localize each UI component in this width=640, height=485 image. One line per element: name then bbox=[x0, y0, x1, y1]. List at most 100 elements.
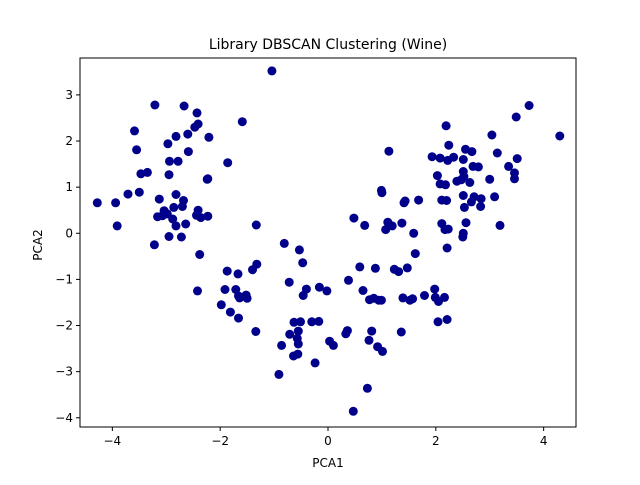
data-point bbox=[555, 131, 565, 141]
data-point bbox=[193, 119, 203, 129]
data-point bbox=[476, 194, 486, 204]
y-tick-label: 2 bbox=[65, 134, 73, 148]
data-point bbox=[459, 202, 469, 212]
data-point bbox=[358, 286, 368, 295]
data-point bbox=[458, 155, 468, 164]
data-point bbox=[233, 269, 243, 279]
data-point bbox=[492, 148, 502, 158]
data-point bbox=[183, 147, 193, 157]
data-point bbox=[441, 121, 451, 131]
data-point bbox=[467, 147, 477, 157]
data-point bbox=[195, 250, 205, 259]
data-point bbox=[396, 327, 406, 337]
x-tick-label: 0 bbox=[324, 434, 332, 448]
data-point bbox=[441, 180, 450, 190]
data-point bbox=[123, 189, 133, 199]
data-point bbox=[284, 277, 294, 287]
data-point bbox=[402, 263, 412, 273]
data-point bbox=[134, 187, 144, 197]
data-point bbox=[364, 335, 374, 345]
x-axis-ticks: −4 −2 0 2 4 bbox=[103, 427, 547, 448]
data-point bbox=[469, 192, 479, 202]
data-point bbox=[322, 286, 332, 296]
data-point bbox=[298, 291, 308, 300]
data-point bbox=[524, 101, 534, 110]
data-point bbox=[267, 66, 277, 76]
data-point bbox=[398, 293, 408, 303]
data-point bbox=[495, 220, 505, 230]
data-point bbox=[348, 406, 358, 416]
data-point bbox=[223, 158, 233, 168]
x-tick-label: 4 bbox=[540, 434, 548, 448]
data-point bbox=[397, 218, 407, 228]
data-point bbox=[153, 212, 163, 222]
data-point bbox=[510, 174, 519, 184]
data-point bbox=[442, 243, 452, 253]
x-tick-label: −4 bbox=[103, 434, 121, 448]
data-point bbox=[181, 219, 191, 229]
data-point bbox=[444, 140, 454, 150]
data-point bbox=[435, 153, 445, 163]
data-point bbox=[394, 267, 404, 277]
data-point bbox=[164, 170, 174, 180]
data-point bbox=[289, 317, 299, 327]
data-point bbox=[112, 221, 122, 231]
data-point bbox=[443, 224, 453, 234]
data-point bbox=[235, 293, 245, 303]
y-tick-label: 0 bbox=[65, 226, 73, 240]
data-point bbox=[204, 132, 214, 142]
data-point bbox=[171, 221, 181, 231]
data-point bbox=[405, 295, 415, 305]
data-point bbox=[432, 171, 442, 181]
data-point bbox=[193, 286, 202, 296]
data-point bbox=[456, 175, 466, 185]
x-tick-label: 2 bbox=[432, 434, 440, 448]
data-point bbox=[216, 300, 226, 310]
data-point bbox=[111, 198, 121, 208]
data-point bbox=[512, 154, 522, 164]
points-layer bbox=[92, 66, 565, 416]
data-point bbox=[377, 188, 387, 198]
data-point bbox=[442, 315, 452, 324]
data-point bbox=[434, 297, 443, 306]
data-point bbox=[433, 317, 443, 327]
data-point bbox=[409, 228, 419, 238]
data-point bbox=[234, 313, 243, 323]
data-point bbox=[202, 174, 212, 184]
data-point bbox=[274, 369, 284, 379]
data-point bbox=[342, 326, 352, 336]
data-point bbox=[237, 117, 247, 127]
data-point bbox=[476, 202, 486, 211]
data-point bbox=[168, 214, 178, 224]
data-point bbox=[487, 130, 497, 140]
data-point bbox=[430, 284, 440, 294]
data-point bbox=[376, 295, 386, 305]
data-point bbox=[465, 178, 475, 187]
y-tick-label: −3 bbox=[55, 365, 73, 379]
data-point bbox=[458, 232, 468, 242]
data-point bbox=[458, 191, 468, 200]
data-point bbox=[92, 198, 102, 208]
data-point bbox=[171, 131, 181, 141]
y-tick-label: 1 bbox=[65, 180, 73, 194]
data-point bbox=[154, 194, 164, 204]
data-point bbox=[414, 195, 424, 205]
data-point bbox=[165, 156, 174, 166]
data-point bbox=[367, 326, 377, 336]
data-point bbox=[296, 317, 305, 327]
data-point bbox=[370, 263, 380, 273]
chart-title: Library DBSCAN Clustering (Wine) bbox=[209, 37, 447, 53]
data-point bbox=[504, 161, 514, 171]
data-point bbox=[378, 346, 387, 356]
data-point bbox=[203, 211, 213, 221]
data-point bbox=[220, 285, 230, 294]
data-point bbox=[150, 100, 160, 110]
data-point bbox=[437, 195, 447, 205]
y-tick-label: −1 bbox=[55, 272, 73, 286]
data-point bbox=[222, 266, 232, 276]
data-point bbox=[252, 259, 262, 269]
data-point bbox=[420, 291, 429, 300]
data-point bbox=[298, 258, 308, 268]
